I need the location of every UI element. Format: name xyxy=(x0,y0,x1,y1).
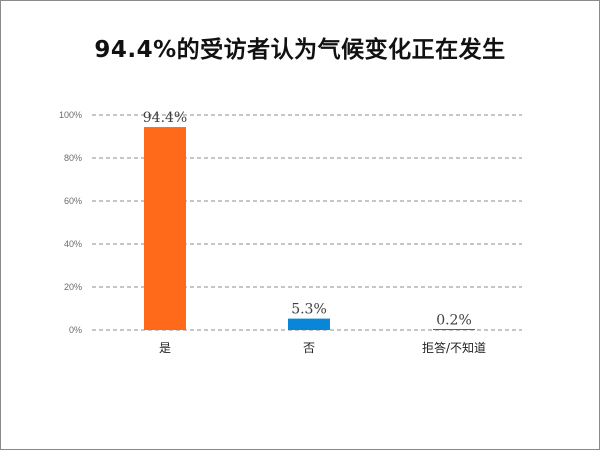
x-tick-label: 拒答/不知道 xyxy=(422,340,486,355)
y-tick-label: 40% xyxy=(64,239,82,249)
x-axis-tick-labels: 是 否 拒答/不知道 xyxy=(159,340,486,355)
data-label: 0.2% xyxy=(436,313,472,329)
data-labels: 94.4% 5.3% 0.2% xyxy=(143,110,472,329)
y-tick-label: 60% xyxy=(64,196,82,206)
data-label: 94.4% xyxy=(143,110,187,126)
y-tick-label: 20% xyxy=(64,282,82,292)
bar xyxy=(433,329,475,330)
y-tick-label: 100% xyxy=(59,110,82,120)
bar xyxy=(144,127,186,330)
chart-title: 94.4%的受访者认为气候变化正在发生 xyxy=(94,37,506,63)
y-tick-label: 0% xyxy=(69,325,82,335)
y-tick-label: 80% xyxy=(64,153,82,163)
data-label: 5.3% xyxy=(291,302,327,318)
y-axis-tick-labels: 0% 20% 40% 60% 80% 100% xyxy=(59,110,82,335)
bars xyxy=(144,127,475,330)
bar xyxy=(288,318,330,330)
x-tick-label: 是 xyxy=(159,341,171,355)
x-tick-label: 否 xyxy=(303,341,315,355)
